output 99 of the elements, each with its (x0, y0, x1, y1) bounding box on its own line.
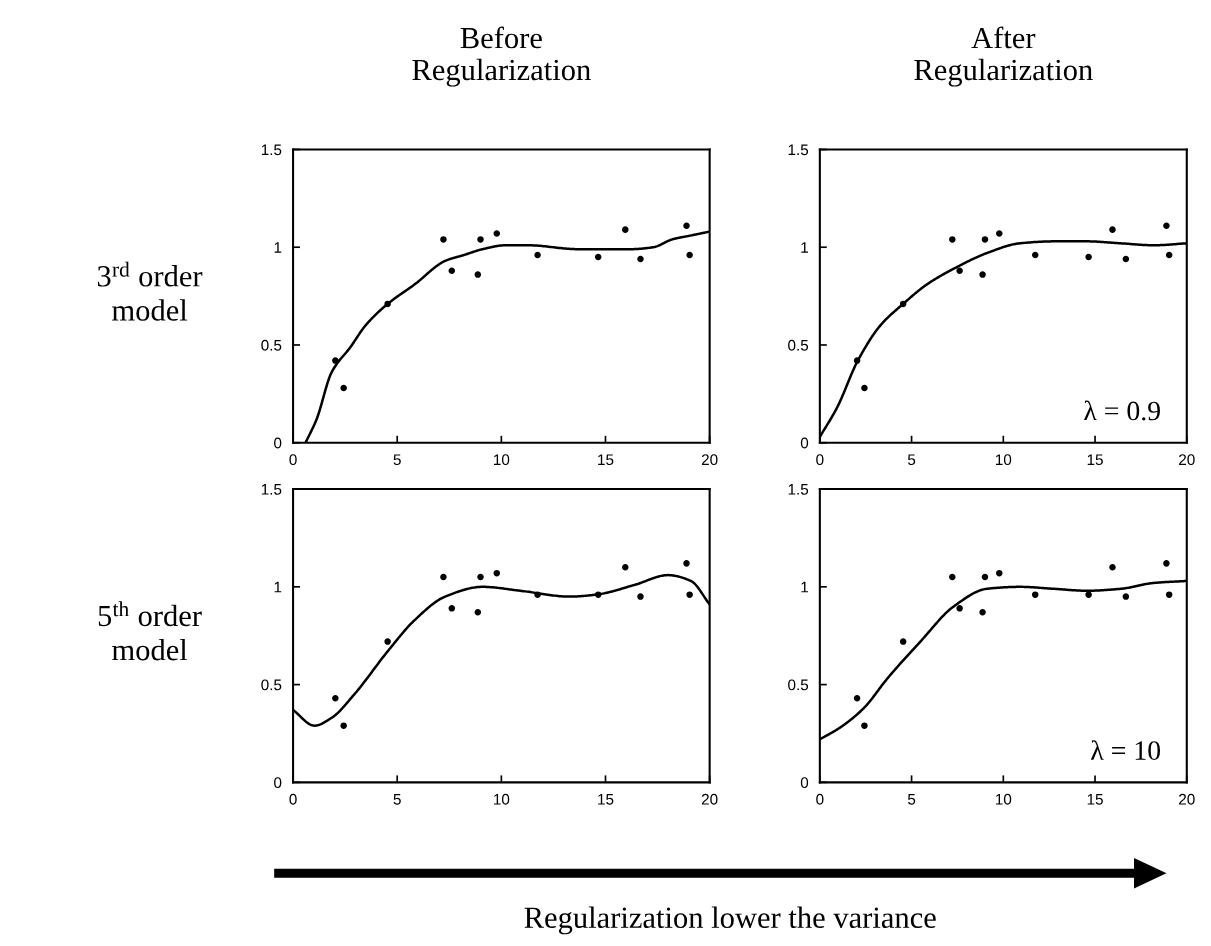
point (899, 300, 907, 308)
point (853, 357, 861, 364)
point (979, 608, 986, 616)
x-tick-label: 10 (995, 793, 1012, 805)
y-tick-label: 1 (274, 581, 282, 593)
x-tick-label: 0 (289, 793, 297, 805)
point (956, 267, 963, 274)
point (340, 384, 347, 392)
y-tick-label: 0 (274, 437, 282, 449)
y-tick-label: 1 (801, 242, 808, 253)
point (1109, 564, 1116, 571)
chart-title: After Regularization (914, 26, 1093, 87)
annotation: λ = 10 (1091, 740, 1161, 760)
y-tick-label: 0.5 (788, 339, 809, 351)
point (981, 573, 989, 581)
y-tick-label: 1 (274, 242, 282, 253)
point (996, 569, 1003, 577)
x-tick-label: 10 (494, 454, 510, 466)
point (474, 271, 482, 278)
point (594, 591, 602, 598)
x-tick-label: 15 (598, 794, 614, 805)
point (534, 251, 541, 259)
point (440, 236, 447, 243)
point (440, 573, 447, 581)
point (448, 267, 456, 274)
point (1165, 591, 1173, 598)
annotation: λ = 0.9 (1084, 400, 1160, 421)
y-axis-title: 3$^{rd}$ order model (97, 261, 203, 321)
point (637, 255, 644, 263)
point (493, 230, 501, 237)
x-tick-label: 15 (1087, 454, 1103, 466)
point (949, 573, 956, 581)
point (332, 357, 339, 364)
point (493, 569, 501, 577)
point (899, 638, 907, 645)
point (477, 573, 484, 581)
y-tick-label: 0 (274, 777, 282, 789)
point (340, 722, 347, 729)
point (1163, 222, 1170, 229)
y-tick-label: 1 (801, 581, 808, 593)
point (683, 222, 690, 229)
point (1163, 560, 1170, 567)
point (622, 564, 629, 571)
x-tick-label: 5 (393, 794, 401, 805)
point (1165, 251, 1173, 259)
point (448, 605, 456, 612)
point (956, 605, 963, 612)
x-tick-label: 20 (1179, 454, 1195, 466)
point (637, 593, 644, 600)
x-tick-label: 20 (701, 454, 718, 466)
point (622, 226, 629, 233)
x-tick-label: 0 (816, 793, 824, 805)
point (861, 722, 868, 729)
x-tick-label: 15 (598, 454, 614, 466)
point (594, 253, 602, 261)
point (332, 695, 339, 702)
x-tick-label: 5 (907, 794, 916, 805)
y-tick-label: 0 (800, 777, 809, 789)
point (949, 236, 956, 243)
text: Regularization lower the variance (524, 906, 936, 935)
point (981, 236, 989, 243)
x-tick-label: 20 (701, 793, 718, 805)
point (853, 695, 861, 702)
point (1122, 593, 1130, 600)
point (477, 236, 484, 243)
point (1031, 591, 1039, 598)
point (384, 300, 391, 308)
chart-title: Before Regularization (412, 26, 591, 87)
point (1122, 255, 1130, 263)
x-tick-label: 10 (494, 793, 510, 805)
x-tick-label: 5 (907, 454, 916, 466)
y-tick-label: 1.5 (261, 144, 282, 156)
point (534, 591, 541, 598)
point (1109, 226, 1116, 233)
y-axis-title: 5$^{th}$ order model (98, 601, 202, 661)
y-tick-label: 1.5 (788, 484, 809, 495)
point (1085, 591, 1092, 598)
point (474, 608, 482, 616)
y-tick-label: 0.5 (261, 679, 282, 691)
point (1085, 253, 1092, 261)
y-tick-label: 1.5 (261, 484, 282, 495)
y-tick-label: 0 (800, 437, 809, 449)
x-tick-label: 10 (995, 454, 1012, 466)
point (996, 230, 1003, 237)
point (861, 384, 868, 392)
y-tick-label: 0.5 (261, 339, 282, 351)
x-tick-label: 0 (289, 454, 297, 466)
y-tick-label: 0.5 (788, 679, 809, 691)
point (979, 271, 986, 278)
point (683, 560, 690, 567)
x-tick-label: 0 (816, 454, 824, 466)
point (1031, 251, 1039, 259)
point (384, 638, 391, 645)
y-tick-label: 1.5 (788, 144, 809, 156)
x-tick-label: 20 (1179, 793, 1195, 805)
point (686, 251, 693, 259)
x-tick-label: 15 (1087, 794, 1103, 805)
point (686, 591, 693, 598)
x-tick-label: 5 (393, 454, 401, 466)
